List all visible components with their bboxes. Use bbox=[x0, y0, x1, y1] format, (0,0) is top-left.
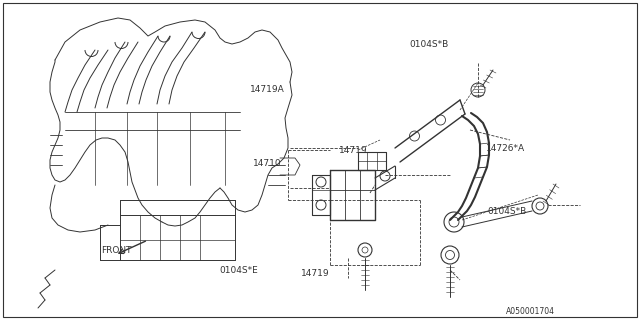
Circle shape bbox=[316, 177, 326, 187]
Text: 14710: 14710 bbox=[253, 159, 282, 168]
Circle shape bbox=[380, 171, 390, 181]
Text: 14719: 14719 bbox=[339, 146, 368, 155]
Circle shape bbox=[471, 83, 485, 97]
Circle shape bbox=[445, 251, 454, 260]
Circle shape bbox=[532, 198, 548, 214]
Circle shape bbox=[435, 115, 445, 125]
Text: 0104S*E: 0104S*E bbox=[219, 266, 258, 275]
Circle shape bbox=[362, 247, 368, 253]
Text: 0104S*B: 0104S*B bbox=[410, 40, 449, 49]
Text: 14719: 14719 bbox=[301, 269, 330, 278]
Text: 0104S*B: 0104S*B bbox=[488, 207, 527, 216]
Text: FRONT: FRONT bbox=[101, 246, 132, 255]
Circle shape bbox=[358, 243, 372, 257]
Circle shape bbox=[441, 246, 459, 264]
Text: A050001704: A050001704 bbox=[506, 307, 555, 316]
Circle shape bbox=[444, 212, 464, 232]
Circle shape bbox=[536, 202, 544, 210]
Text: 14719A: 14719A bbox=[250, 85, 284, 94]
Circle shape bbox=[410, 131, 419, 141]
Circle shape bbox=[316, 200, 326, 210]
Circle shape bbox=[449, 217, 459, 227]
Text: 14726*A: 14726*A bbox=[486, 144, 525, 153]
